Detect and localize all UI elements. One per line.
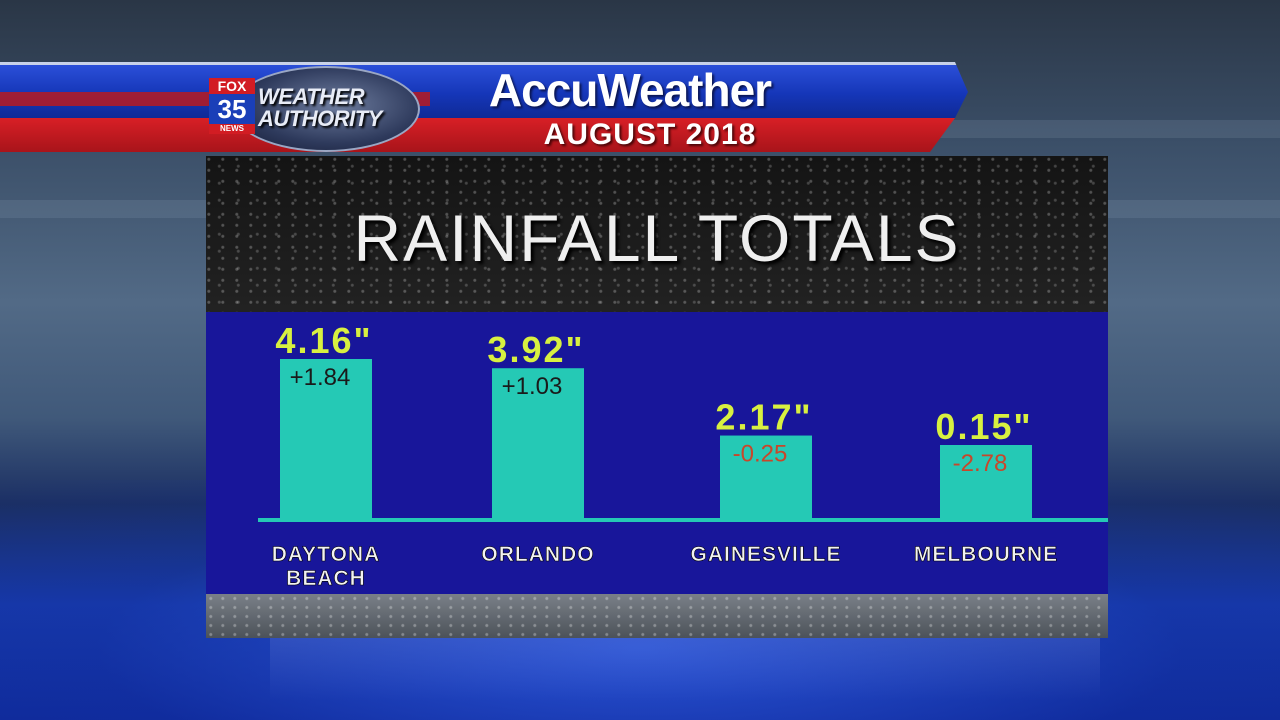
bar-value-label: 2.17"	[715, 397, 812, 438]
chart-baseline	[258, 518, 1108, 522]
bar-value-label: 3.92"	[487, 329, 584, 370]
fox35-logo: FOX 35 NEWS	[209, 78, 255, 134]
category-label: MELBOURNE	[914, 543, 1058, 566]
fox-logo-channel: 35	[209, 94, 255, 124]
logo-authority-text: AUTHORITY	[258, 106, 382, 131]
bar-departure-label: -2.78	[953, 450, 1008, 477]
category-label: DAYTONA	[272, 543, 381, 566]
period-label: AUGUST 2018	[543, 118, 757, 151]
weather-authority-logo	[232, 66, 420, 152]
bar-departure-label: -0.25	[733, 441, 788, 468]
fox-logo-word: FOX	[209, 78, 255, 94]
banner-bottom	[0, 118, 955, 152]
rainfall-panel: RAINFALL TOTALS 4.16" +1.84 DAYTONA BEACH 3.…	[206, 156, 1108, 638]
category-label: BEACH	[286, 567, 366, 590]
header-banner: AccuWeather AUGUST 2018	[0, 62, 968, 152]
fox-logo-news: NEWS	[209, 124, 255, 134]
chart-bar	[492, 368, 584, 519]
chart-bar	[280, 359, 372, 519]
bar-value-label: 4.16"	[275, 320, 372, 361]
rain-texture-top	[206, 156, 1108, 312]
chart-bar	[720, 435, 812, 519]
chart-bar	[940, 445, 1032, 519]
brand-title: AccuWeather	[488, 64, 772, 116]
rain-texture-bottom	[206, 594, 1108, 638]
banner-top	[0, 62, 968, 118]
bar-departure-label: +1.03	[502, 373, 563, 400]
category-label: ORLANDO	[481, 543, 594, 566]
chart-title: RAINFALL TOTALS	[353, 201, 961, 275]
category-label: GAINESVILLE	[690, 543, 841, 566]
bar-value-label: 0.15"	[935, 406, 1032, 447]
chart-area: 4.16" +1.84 DAYTONA BEACH 3.92" +1.03 ORLANDO 2…	[206, 312, 1108, 594]
bar-departure-label: +1.84	[290, 364, 351, 391]
logo-weather-text: WEATHER	[258, 84, 365, 109]
